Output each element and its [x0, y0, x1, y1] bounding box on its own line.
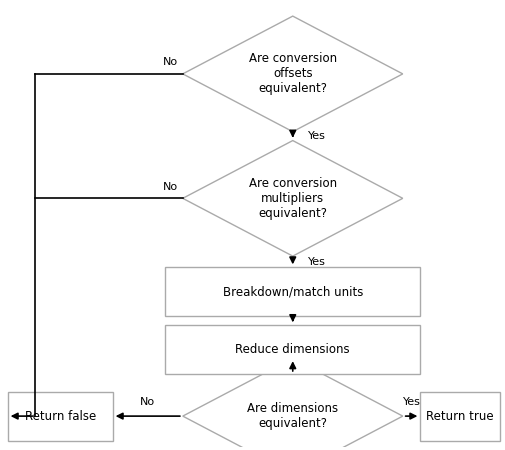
- Polygon shape: [182, 358, 402, 450]
- Text: Reduce dimensions: Reduce dimensions: [235, 343, 349, 356]
- Text: No: No: [162, 182, 177, 192]
- Text: No: No: [140, 397, 155, 407]
- Text: Return true: Return true: [426, 410, 493, 423]
- FancyBboxPatch shape: [165, 267, 420, 316]
- Text: Are dimensions
equivalent?: Are dimensions equivalent?: [247, 402, 338, 430]
- Text: Return false: Return false: [25, 410, 96, 423]
- FancyBboxPatch shape: [8, 392, 113, 441]
- Text: Are conversion
offsets
equivalent?: Are conversion offsets equivalent?: [248, 52, 336, 95]
- Text: Yes: Yes: [307, 256, 325, 267]
- FancyBboxPatch shape: [165, 325, 420, 374]
- FancyBboxPatch shape: [420, 392, 499, 441]
- Text: Yes: Yes: [402, 397, 420, 407]
- Text: Breakdown/match units: Breakdown/match units: [222, 285, 362, 298]
- Text: Are conversion
multipliers
equivalent?: Are conversion multipliers equivalent?: [248, 177, 336, 220]
- Polygon shape: [182, 140, 402, 256]
- Text: Yes: Yes: [307, 131, 325, 141]
- Text: No: No: [162, 57, 177, 67]
- Polygon shape: [182, 16, 402, 132]
